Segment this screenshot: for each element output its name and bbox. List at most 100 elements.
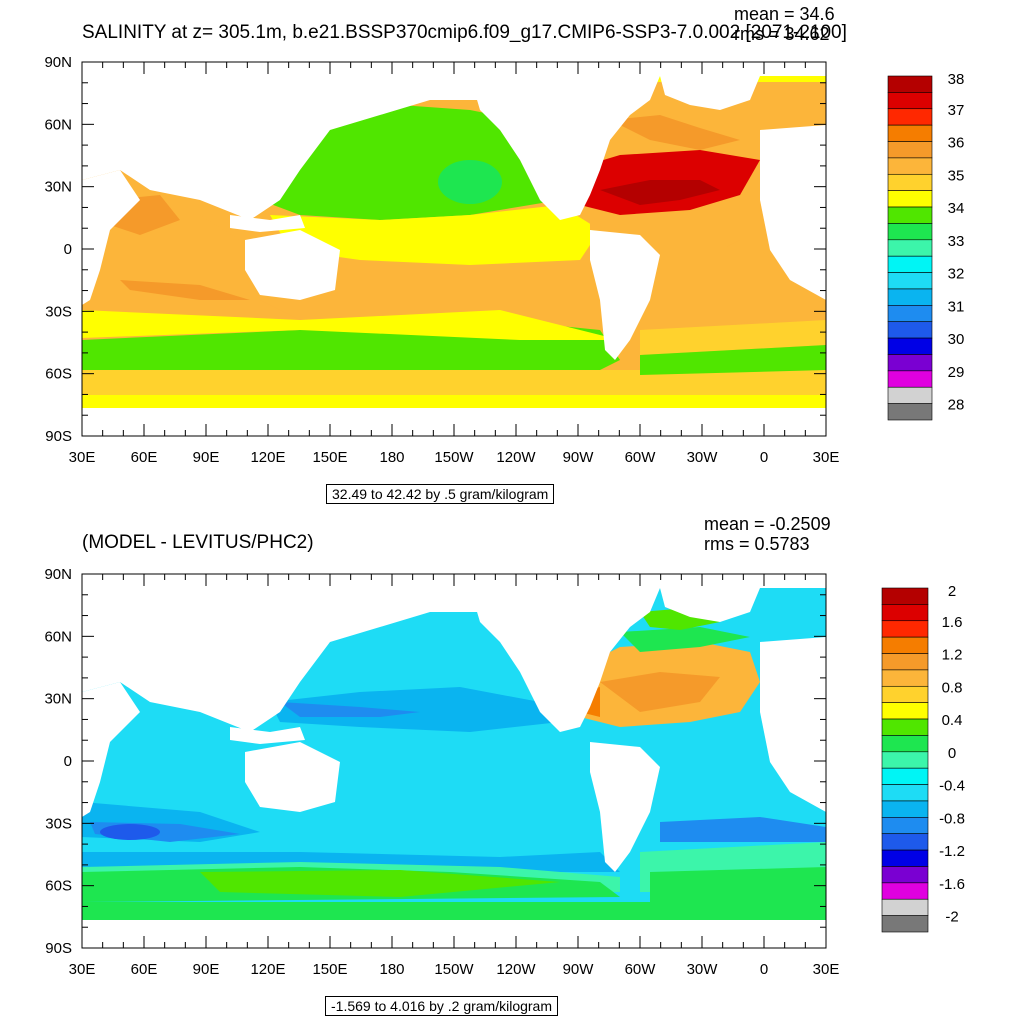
colorbar-label: -2 bbox=[945, 909, 958, 926]
lon-label: 90E bbox=[193, 961, 220, 978]
lat-label: 90S bbox=[45, 940, 72, 957]
colorbar-swatch bbox=[881, 898, 929, 916]
lon-label: 30E bbox=[813, 449, 840, 466]
mean-value: mean = 34.6 bbox=[734, 4, 835, 24]
colorbar-swatch bbox=[887, 75, 933, 93]
lon-label: 180 bbox=[379, 961, 404, 978]
colorbar-label: 29 bbox=[948, 364, 965, 381]
colorbar-swatch bbox=[887, 321, 933, 339]
lat-label: 30N bbox=[44, 691, 72, 708]
colorbar-swatch bbox=[887, 288, 933, 306]
lat-label: 90S bbox=[45, 428, 72, 445]
lat-label: 60N bbox=[44, 628, 72, 645]
colorbar-swatch bbox=[887, 173, 933, 191]
colorbar-swatch bbox=[881, 653, 929, 671]
colorbar-swatch bbox=[881, 587, 929, 605]
lat-label: 0 bbox=[64, 241, 72, 258]
salinity-map-plot: 90N 60N 30N 0 30S 60S 90S 30E 60E 90E 120E 150E 180… bbox=[44, 54, 965, 466]
difference-panel: (MODEL - LEVITUS/PHC2) mean = -0.2509 rm… bbox=[0, 512, 1024, 1024]
colorbar-swatch bbox=[881, 817, 929, 835]
colorbar-swatch bbox=[887, 92, 933, 110]
lat-label: 30S bbox=[45, 303, 72, 320]
colorbar: 38 37 36 35 34 33 32 31 30 29 28 bbox=[887, 71, 965, 421]
lat-label: 60S bbox=[45, 366, 72, 383]
colorbar-swatch bbox=[881, 866, 929, 884]
colorbar-swatch bbox=[881, 702, 929, 720]
rms-value: rms = 0.5783 bbox=[704, 534, 810, 554]
colorbar-swatch bbox=[887, 305, 933, 323]
colorbar-label: 31 bbox=[948, 298, 965, 315]
lon-label: 60W bbox=[625, 961, 657, 978]
panel-title: SALINITY at z= 305.1m, b.e21.BSSP370cmip… bbox=[82, 22, 847, 43]
colorbar-swatch bbox=[881, 669, 929, 687]
colorbar-swatch bbox=[881, 882, 929, 900]
colorbar-label: 1.6 bbox=[942, 614, 963, 631]
contour-info-label: -1.569 to 4.016 by .2 gram/kilogram bbox=[325, 996, 559, 1016]
colorbar-swatch bbox=[881, 833, 929, 851]
colorbar-label: -0.8 bbox=[939, 810, 965, 827]
lat-label: 90N bbox=[44, 54, 72, 71]
colorbar-swatch bbox=[887, 255, 933, 273]
colorbar-label: 34 bbox=[948, 200, 965, 217]
colorbar-label: 33 bbox=[948, 233, 965, 250]
lat-label: 60N bbox=[44, 116, 72, 133]
lat-label: 60S bbox=[45, 878, 72, 895]
colorbar-swatch bbox=[887, 272, 933, 290]
colorbar-swatch bbox=[887, 223, 933, 241]
colorbar-swatch bbox=[881, 718, 929, 736]
lon-label: 30W bbox=[687, 961, 719, 978]
lon-label: 90W bbox=[563, 449, 595, 466]
lon-label: 60E bbox=[131, 961, 158, 978]
colorbar-swatch bbox=[887, 108, 933, 126]
colorbar-swatch bbox=[881, 767, 929, 785]
colorbar-label: -1.6 bbox=[939, 876, 965, 893]
lon-label: 150W bbox=[434, 449, 474, 466]
colorbar-swatch bbox=[887, 124, 933, 142]
colorbar-swatch bbox=[887, 403, 933, 421]
colorbar-swatch bbox=[887, 354, 933, 372]
colorbar-swatch bbox=[881, 685, 929, 703]
lat-label: 0 bbox=[64, 753, 72, 770]
lon-label: 30E bbox=[69, 961, 96, 978]
colorbar-label: -0.4 bbox=[939, 778, 965, 795]
colorbar-swatch bbox=[887, 386, 933, 404]
lon-label: 0 bbox=[760, 961, 768, 978]
lat-label: 90N bbox=[44, 566, 72, 583]
colorbar-swatch bbox=[887, 370, 933, 388]
latitude-axis: 90N 60N 30N 0 30S 60S 90S bbox=[44, 54, 826, 445]
rms-value: rms = 34.62 bbox=[734, 24, 830, 44]
lon-label: 120E bbox=[250, 961, 285, 978]
panel-title: (MODEL - LEVITUS/PHC2) bbox=[82, 532, 314, 553]
colorbar: 2 1.6 1.2 0.8 0.4 0 -0.4 -0.8 -1.2 -1.6 -2 bbox=[881, 583, 965, 933]
colorbar-label: 2 bbox=[948, 583, 956, 600]
lon-label: 120W bbox=[496, 961, 536, 978]
lon-label: 120W bbox=[496, 449, 536, 466]
colorbar-label: 1.2 bbox=[942, 647, 963, 664]
contour-info-label: 32.49 to 42.42 by .5 gram/kilogram bbox=[326, 484, 555, 504]
lon-label: 120E bbox=[250, 449, 285, 466]
colorbar-label: -1.2 bbox=[939, 843, 965, 860]
lat-label: 30S bbox=[45, 815, 72, 832]
longitude-axis: 30E 60E 90E 120E 150E 180 150W 120W 90W 60W 30W 0 30… bbox=[69, 62, 840, 466]
colorbar-label: 32 bbox=[948, 266, 965, 283]
lon-label: 60W bbox=[625, 449, 657, 466]
colorbar-swatch bbox=[887, 337, 933, 355]
latitude-axis: 90N 60N 30N 0 30S 60S 90S bbox=[44, 566, 826, 957]
colorbar-label: 0 bbox=[948, 745, 956, 762]
colorbar-label: 0.4 bbox=[942, 712, 963, 729]
colorbar-swatch bbox=[881, 800, 929, 818]
colorbar-swatch bbox=[881, 620, 929, 638]
lat-label: 30N bbox=[44, 179, 72, 196]
lon-label: 30E bbox=[813, 961, 840, 978]
colorbar-swatch bbox=[881, 915, 929, 933]
lon-label: 60E bbox=[131, 449, 158, 466]
lon-label: 0 bbox=[760, 449, 768, 466]
colorbar-swatch bbox=[887, 239, 933, 257]
salinity-panel: SALINITY at z= 305.1m, b.e21.BSSP370cmip… bbox=[44, 4, 965, 504]
lon-label: 30E bbox=[69, 449, 96, 466]
colorbar-label: 36 bbox=[948, 135, 965, 152]
colorbar-label: 37 bbox=[948, 102, 965, 119]
difference-map-plot: 90N 60N 30N 0 30S 60S 90S 30E 60E 90E 120E 150E 180… bbox=[44, 566, 965, 978]
colorbar-swatch bbox=[881, 751, 929, 769]
colorbar-swatch bbox=[881, 636, 929, 654]
